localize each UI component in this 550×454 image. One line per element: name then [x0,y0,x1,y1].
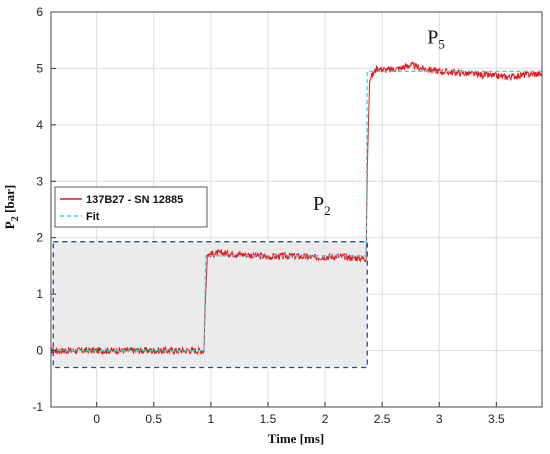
x-tick-label-4: 2 [322,412,329,426]
y-tick-label-4: 3 [36,174,43,188]
annotation-p5-main: P [427,26,438,48]
y-tick-label-7: 6 [36,5,43,19]
y-tick-label-6: 5 [36,61,43,75]
annotation-p2-main: P [313,193,324,215]
y-axis-label-main: P [2,221,17,229]
x-tick-label-6: 3 [436,412,443,426]
x-axis-label: Time [ms] [268,431,324,446]
legend-label-series-0: 137B27 - SN 12885 [86,194,183,206]
plot-frame [50,11,543,408]
y-tick-label-5: 4 [36,118,43,132]
annotation-p2-sub: 2 [324,203,331,218]
annotation-p2: P2 [313,193,331,218]
y-tick-label-2: 1 [36,287,43,301]
legend-box [54,186,208,228]
series-line-1 [51,70,542,352]
highlight-box [52,241,368,369]
y-tick-label-1: 0 [36,344,43,358]
y-tick-label-0: -1 [32,400,43,414]
x-tick-label-2: 1 [208,412,215,426]
highlight-region [52,241,368,369]
series-layer [50,61,543,356]
x-tick-labels: 0 0.5 1 1.5 2 2.5 3 3.5 [93,412,505,426]
annotation-p5-sub: 5 [438,36,445,51]
y-axis-label: P2 [bar] [2,185,21,229]
y-tick-labels: -1 0 1 2 3 4 5 6 [32,5,43,414]
legend: 137B27 - SN 12885 Fit [54,186,208,228]
axes-frame [50,11,543,408]
annotation-p5: P5 [427,26,445,51]
y-axis-label-sub: 2 [10,216,21,221]
x-tick-label-7: 3.5 [488,412,505,426]
y-axis-label-unit: [bar] [2,185,17,216]
x-tick-label-1: 0.5 [145,412,162,426]
x-tick-label-3: 1.5 [260,412,277,426]
x-tick-label-0: 0 [93,412,100,426]
legend-label-series-1: Fit [86,211,100,223]
y-tick-label-3: 2 [36,231,43,245]
x-tick-label-5: 2.5 [374,412,391,426]
